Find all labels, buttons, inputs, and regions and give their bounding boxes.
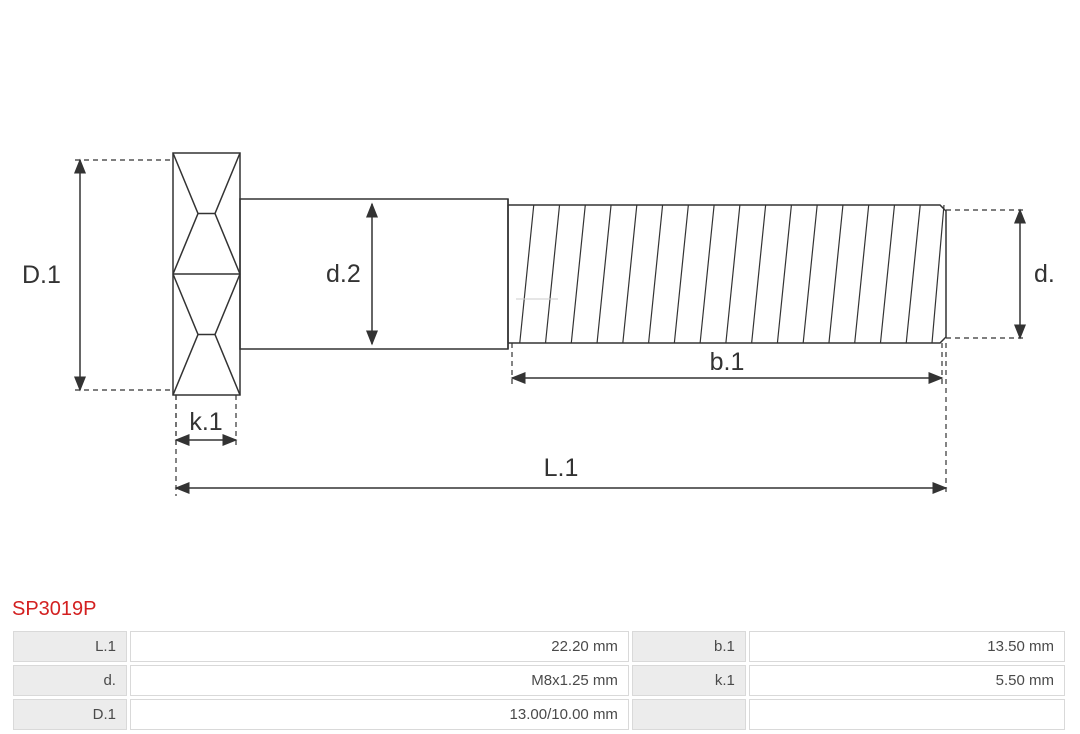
dim-label: D.1	[13, 699, 127, 730]
dim-value: 22.20 mm	[130, 631, 629, 662]
svg-text:L.1: L.1	[544, 454, 579, 482]
dim-label: L.1	[13, 631, 127, 662]
part-number-title: SP3019P	[12, 598, 97, 621]
bolt-diagram: D.1 d.2 d. k.1 b.1 L.1	[0, 0, 1080, 585]
dim-value: 5.50 mm	[749, 665, 1065, 696]
svg-text:d.2: d.2	[326, 260, 361, 288]
dim-value: 13.00/10.00 mm	[130, 699, 629, 730]
table-row: L.1 22.20 mm b.1 13.50 mm	[13, 631, 1065, 662]
svg-text:b.1: b.1	[710, 348, 745, 376]
dim-label	[632, 699, 746, 730]
table-row: d. M8x1.25 mm k.1 5.50 mm	[13, 665, 1065, 696]
dimensions-table: L.1 22.20 mm b.1 13.50 mm d. M8x1.25 mm …	[10, 628, 1068, 733]
dim-value: M8x1.25 mm	[130, 665, 629, 696]
dim-label: d.	[13, 665, 127, 696]
svg-text:k.1: k.1	[189, 408, 222, 436]
svg-text:d.: d.	[1034, 260, 1055, 288]
svg-text:D.1: D.1	[22, 261, 61, 289]
dim-value	[749, 699, 1065, 730]
dim-label: b.1	[632, 631, 746, 662]
dim-value: 13.50 mm	[749, 631, 1065, 662]
table-row: D.1 13.00/10.00 mm	[13, 699, 1065, 730]
dim-label: k.1	[632, 665, 746, 696]
